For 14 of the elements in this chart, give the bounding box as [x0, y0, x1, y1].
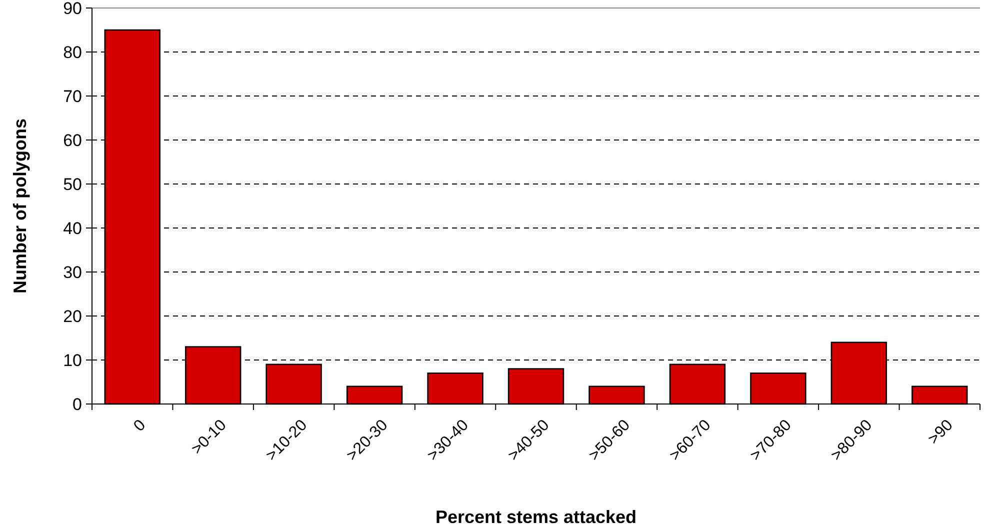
y-tick-label: 90	[63, 0, 82, 18]
y-tick-label: 40	[63, 218, 82, 238]
y-tick-label: 70	[63, 86, 82, 106]
x-axis-title: Percent stems attacked	[435, 507, 637, 527]
y-tick-label: 0	[72, 394, 82, 414]
y-tick-label: 30	[63, 262, 82, 282]
x-tick-label: 0	[130, 416, 150, 436]
x-tick-label: >90	[925, 416, 956, 448]
y-tick-label: 20	[63, 306, 82, 326]
y-tick-label: 60	[63, 130, 82, 150]
y-tick-label: 10	[63, 350, 82, 370]
y-tick-label: 80	[63, 42, 82, 62]
y-tick-label: 50	[63, 174, 82, 194]
y-axis-title: Number of polygons	[10, 118, 30, 294]
